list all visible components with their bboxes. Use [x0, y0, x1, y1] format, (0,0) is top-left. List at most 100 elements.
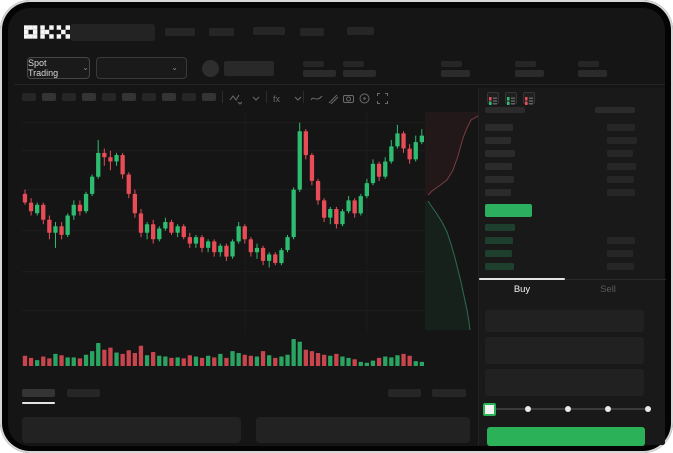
bid-amount-placeholder: [607, 237, 635, 244]
chevron-down-icon[interactable]: [291, 92, 304, 105]
bottom-panel-action[interactable]: [432, 389, 466, 397]
nav-item[interactable]: [300, 28, 324, 36]
ask-amount-placeholder: [607, 189, 635, 196]
svg-text:fx: fx: [273, 94, 281, 104]
slider-stop-dot[interactable]: [565, 406, 571, 412]
book-both-icon[interactable]: [487, 92, 499, 105]
indicators-icon[interactable]: [229, 92, 242, 105]
orderbook-bid-row[interactable]: [479, 224, 666, 234]
orderbook-bid-row[interactable]: [479, 250, 666, 260]
ask-price-placeholder: [485, 150, 515, 157]
timeframe-button[interactable]: [22, 93, 36, 101]
bottom-tab-active[interactable]: [22, 389, 55, 397]
market-type-selector[interactable]: Spot Trading ⌄: [27, 57, 90, 79]
amount-field[interactable]: [485, 337, 644, 364]
timeframe-button[interactable]: [182, 93, 196, 101]
stat-value-placeholder: [578, 70, 607, 77]
last-price-bar[interactable]: [485, 204, 532, 217]
stat-value-placeholder: [515, 70, 544, 77]
book-bids-icon[interactable]: [505, 92, 517, 105]
chevron-down-icon[interactable]: [249, 92, 262, 105]
bottom-tab-underline: [22, 402, 55, 404]
fullscreen-icon[interactable]: [376, 92, 389, 105]
stat-value-placeholder: [441, 70, 470, 77]
draw-tool-icon[interactable]: [326, 92, 339, 105]
bottom-panel-action[interactable]: [388, 389, 421, 397]
orderbook-bid-row[interactable]: [479, 237, 666, 247]
bid-amount-placeholder: [607, 263, 634, 270]
timeframe-button[interactable]: [142, 93, 156, 101]
fx-icon[interactable]: fx: [272, 92, 285, 105]
market-type-label: Spot Trading: [28, 58, 59, 78]
timeframe-button[interactable]: [162, 93, 176, 101]
total-field[interactable]: [485, 369, 644, 396]
buy-tab-indicator: [479, 278, 565, 280]
bottom-tab[interactable]: [67, 389, 100, 397]
search-input[interactable]: [70, 24, 155, 41]
orderbook-bid-row[interactable]: [479, 263, 666, 273]
nav-item[interactable]: [347, 27, 374, 35]
ask-amount-placeholder: [607, 176, 634, 183]
stat-value-placeholder: [343, 70, 376, 77]
timeframe-button[interactable]: [62, 93, 76, 101]
price-field[interactable]: [485, 310, 644, 332]
bid-price-placeholder: [485, 237, 513, 244]
order-history-input[interactable]: [256, 417, 470, 443]
camera-icon[interactable]: [342, 92, 355, 105]
divider: [479, 279, 666, 280]
orderbook-header-amount: [595, 107, 635, 113]
orderbook-ask-row[interactable]: [479, 189, 666, 199]
stat-label-placeholder: [578, 61, 599, 67]
orderbook-header-price: [485, 107, 525, 113]
ask-price-placeholder: [485, 124, 513, 131]
book-asks-icon[interactable]: [523, 92, 535, 105]
stat-value-placeholder: [303, 70, 336, 77]
coin-avatar: [202, 60, 219, 77]
bid-price-placeholder: [485, 224, 515, 231]
ask-amount-placeholder: [607, 163, 636, 170]
amount-slider-handle[interactable]: [483, 403, 496, 416]
order-history-input[interactable]: [22, 417, 241, 443]
bid-price-placeholder: [485, 263, 514, 270]
divider: [14, 84, 665, 85]
bid-amount-placeholder: [607, 250, 633, 257]
ask-price-placeholder: [485, 189, 511, 196]
nav-item[interactable]: [209, 28, 234, 36]
nav-item[interactable]: [165, 28, 195, 36]
stat-label-placeholder: [441, 61, 462, 67]
stat-label-placeholder: [343, 61, 364, 67]
orderbook-ask-row[interactable]: [479, 124, 666, 134]
ask-amount-placeholder: [607, 124, 635, 131]
depth-chart: [425, 112, 478, 330]
orderbook-ask-row[interactable]: [479, 176, 666, 186]
stat-label-placeholder: [303, 61, 324, 67]
timeframe-button[interactable]: [122, 93, 136, 101]
slider-stop-dot[interactable]: [605, 406, 611, 412]
timeframe-button[interactable]: [202, 93, 216, 101]
ask-price-placeholder: [485, 176, 514, 183]
candlestick-chart[interactable]: [22, 112, 425, 334]
tab-sell[interactable]: Sell: [600, 283, 616, 295]
tab-buy[interactable]: Buy: [513, 283, 531, 295]
bid-price-placeholder: [485, 250, 512, 257]
timeframe-button[interactable]: [102, 93, 116, 101]
ask-price-placeholder: [485, 137, 511, 144]
slider-stop-dot[interactable]: [645, 406, 651, 412]
stat-label-placeholder: [515, 61, 536, 67]
orderbook-ask-row[interactable]: [479, 163, 666, 173]
nav-item[interactable]: [253, 27, 285, 35]
line-tool-icon[interactable]: [310, 92, 323, 105]
settings-circle-icon[interactable]: [358, 92, 371, 105]
slider-stop-dot[interactable]: [525, 406, 531, 412]
orderbook-ask-row[interactable]: [479, 137, 666, 147]
ask-amount-placeholder: [607, 150, 633, 157]
okx-logo: [24, 25, 70, 39]
divider: [222, 91, 223, 103]
timeframe-button[interactable]: [82, 93, 96, 101]
buy-submit-button[interactable]: [487, 427, 645, 446]
orderbook-ask-row[interactable]: [479, 150, 666, 160]
timeframe-button[interactable]: [42, 93, 56, 101]
pair-name-placeholder: [224, 61, 274, 76]
pair-selector[interactable]: ⌄: [96, 57, 187, 79]
